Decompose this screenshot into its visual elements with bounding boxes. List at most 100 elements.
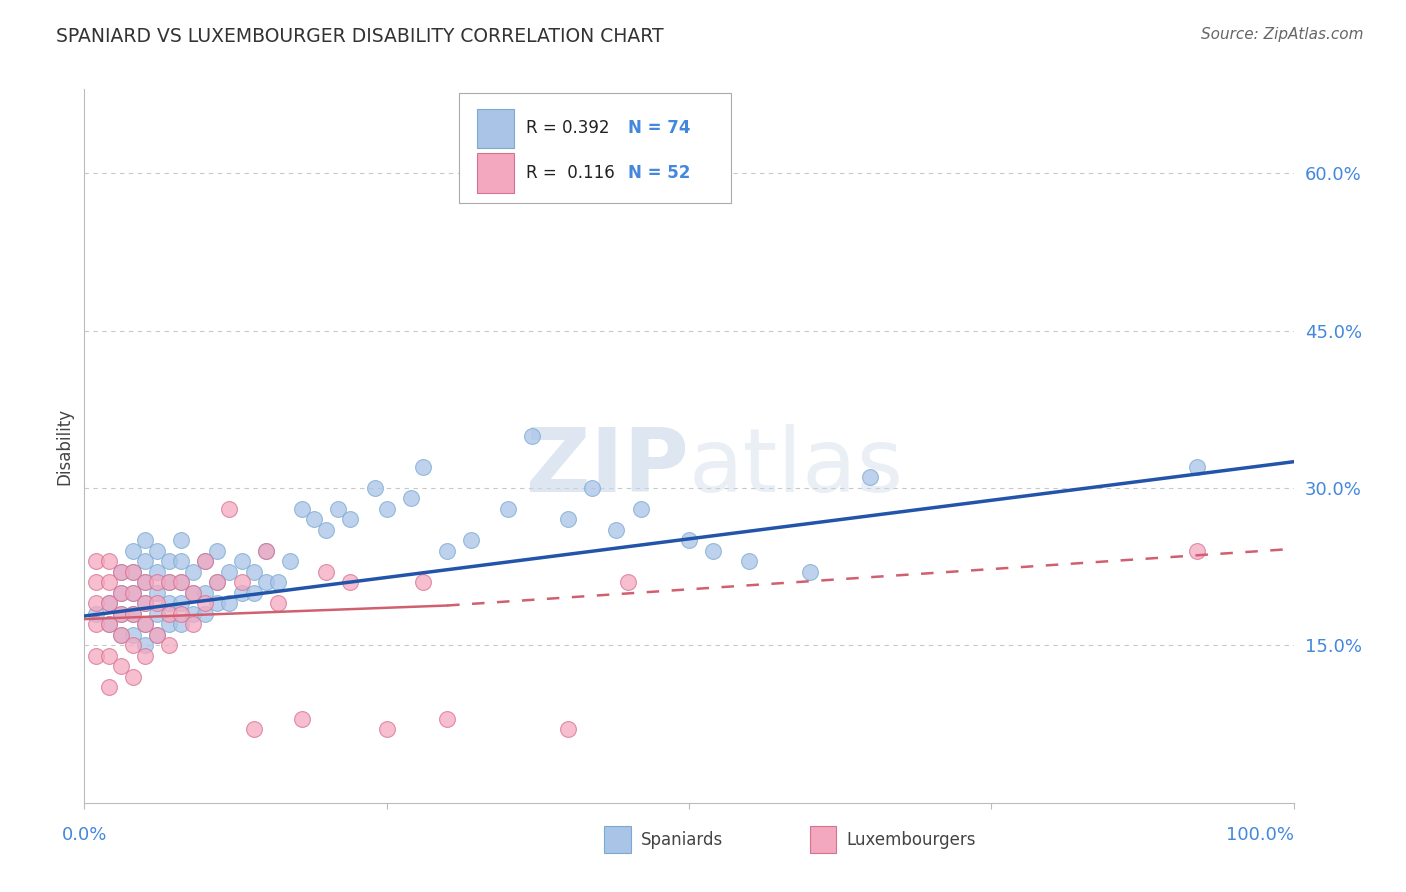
Point	[581, 481, 603, 495]
Point	[157, 596, 180, 610]
Bar	[478, 109, 513, 148]
Point	[86, 575, 108, 590]
Point	[278, 554, 301, 568]
Point	[86, 607, 108, 621]
Text: Spaniards: Spaniards	[641, 831, 723, 849]
Point	[121, 628, 143, 642]
Point	[170, 607, 193, 621]
Point	[146, 544, 169, 558]
Point	[86, 554, 108, 568]
Point	[557, 512, 579, 526]
Point	[97, 681, 120, 695]
Point	[110, 586, 132, 600]
Point	[97, 575, 120, 590]
Point	[134, 554, 156, 568]
Text: 0.0%: 0.0%	[62, 826, 107, 844]
Point	[207, 575, 229, 590]
Point	[134, 617, 156, 632]
Point	[242, 723, 264, 737]
Point	[254, 544, 277, 558]
Point	[121, 607, 143, 621]
Point	[557, 723, 579, 737]
Point	[194, 554, 217, 568]
Point	[194, 607, 217, 621]
Point	[170, 575, 193, 590]
Point	[242, 565, 264, 579]
Point	[146, 565, 169, 579]
Point	[412, 575, 434, 590]
Point	[194, 554, 217, 568]
Point	[315, 523, 337, 537]
Point	[231, 586, 253, 600]
Point	[121, 639, 143, 653]
Point	[157, 607, 180, 621]
Point	[134, 596, 156, 610]
Point	[121, 586, 143, 600]
Point	[181, 617, 204, 632]
Point	[97, 617, 120, 632]
Text: SPANIARD VS LUXEMBOURGER DISABILITY CORRELATION CHART: SPANIARD VS LUXEMBOURGER DISABILITY CORR…	[56, 27, 664, 45]
Point	[181, 565, 204, 579]
Point	[218, 502, 240, 516]
Point	[339, 575, 361, 590]
Point	[110, 628, 132, 642]
Point	[97, 596, 120, 610]
Point	[97, 554, 120, 568]
Point	[146, 575, 169, 590]
Point	[86, 596, 108, 610]
Point	[121, 544, 143, 558]
Point	[799, 565, 821, 579]
Point	[146, 586, 169, 600]
Point	[231, 575, 253, 590]
Text: atlas: atlas	[689, 424, 904, 511]
Point	[121, 607, 143, 621]
Point	[121, 565, 143, 579]
Point	[134, 617, 156, 632]
Text: ZIP: ZIP	[526, 424, 689, 511]
Point	[121, 670, 143, 684]
Point	[110, 565, 132, 579]
Point	[702, 544, 724, 558]
Point	[339, 512, 361, 526]
Point	[110, 628, 132, 642]
Point	[630, 502, 652, 516]
Point	[1185, 544, 1208, 558]
Text: 100.0%: 100.0%	[1226, 826, 1294, 844]
Point	[134, 575, 156, 590]
Point	[207, 596, 229, 610]
Point	[194, 586, 217, 600]
Point	[97, 596, 120, 610]
Point	[157, 639, 180, 653]
Point	[617, 575, 640, 590]
Point	[218, 596, 240, 610]
Point	[146, 628, 169, 642]
Point	[267, 575, 290, 590]
Point	[436, 712, 458, 726]
Point	[315, 565, 337, 579]
Point	[157, 617, 180, 632]
Point	[134, 575, 156, 590]
Text: Luxembourgers: Luxembourgers	[846, 831, 976, 849]
Point	[170, 575, 193, 590]
Point	[678, 533, 700, 548]
Bar	[605, 826, 631, 853]
Point	[170, 554, 193, 568]
Point	[157, 575, 180, 590]
Point	[291, 502, 314, 516]
Point	[110, 659, 132, 673]
Point	[496, 502, 519, 516]
Point	[146, 628, 169, 642]
Point	[207, 544, 229, 558]
Point	[859, 470, 882, 484]
Point	[436, 544, 458, 558]
Point	[170, 596, 193, 610]
Text: Source: ZipAtlas.com: Source: ZipAtlas.com	[1201, 27, 1364, 42]
Point	[254, 575, 277, 590]
FancyBboxPatch shape	[460, 93, 731, 203]
Point	[97, 617, 120, 632]
Point	[328, 502, 350, 516]
Text: N = 52: N = 52	[628, 164, 690, 182]
Point	[134, 533, 156, 548]
Text: R =  0.116: R = 0.116	[526, 164, 614, 182]
Point	[170, 533, 193, 548]
